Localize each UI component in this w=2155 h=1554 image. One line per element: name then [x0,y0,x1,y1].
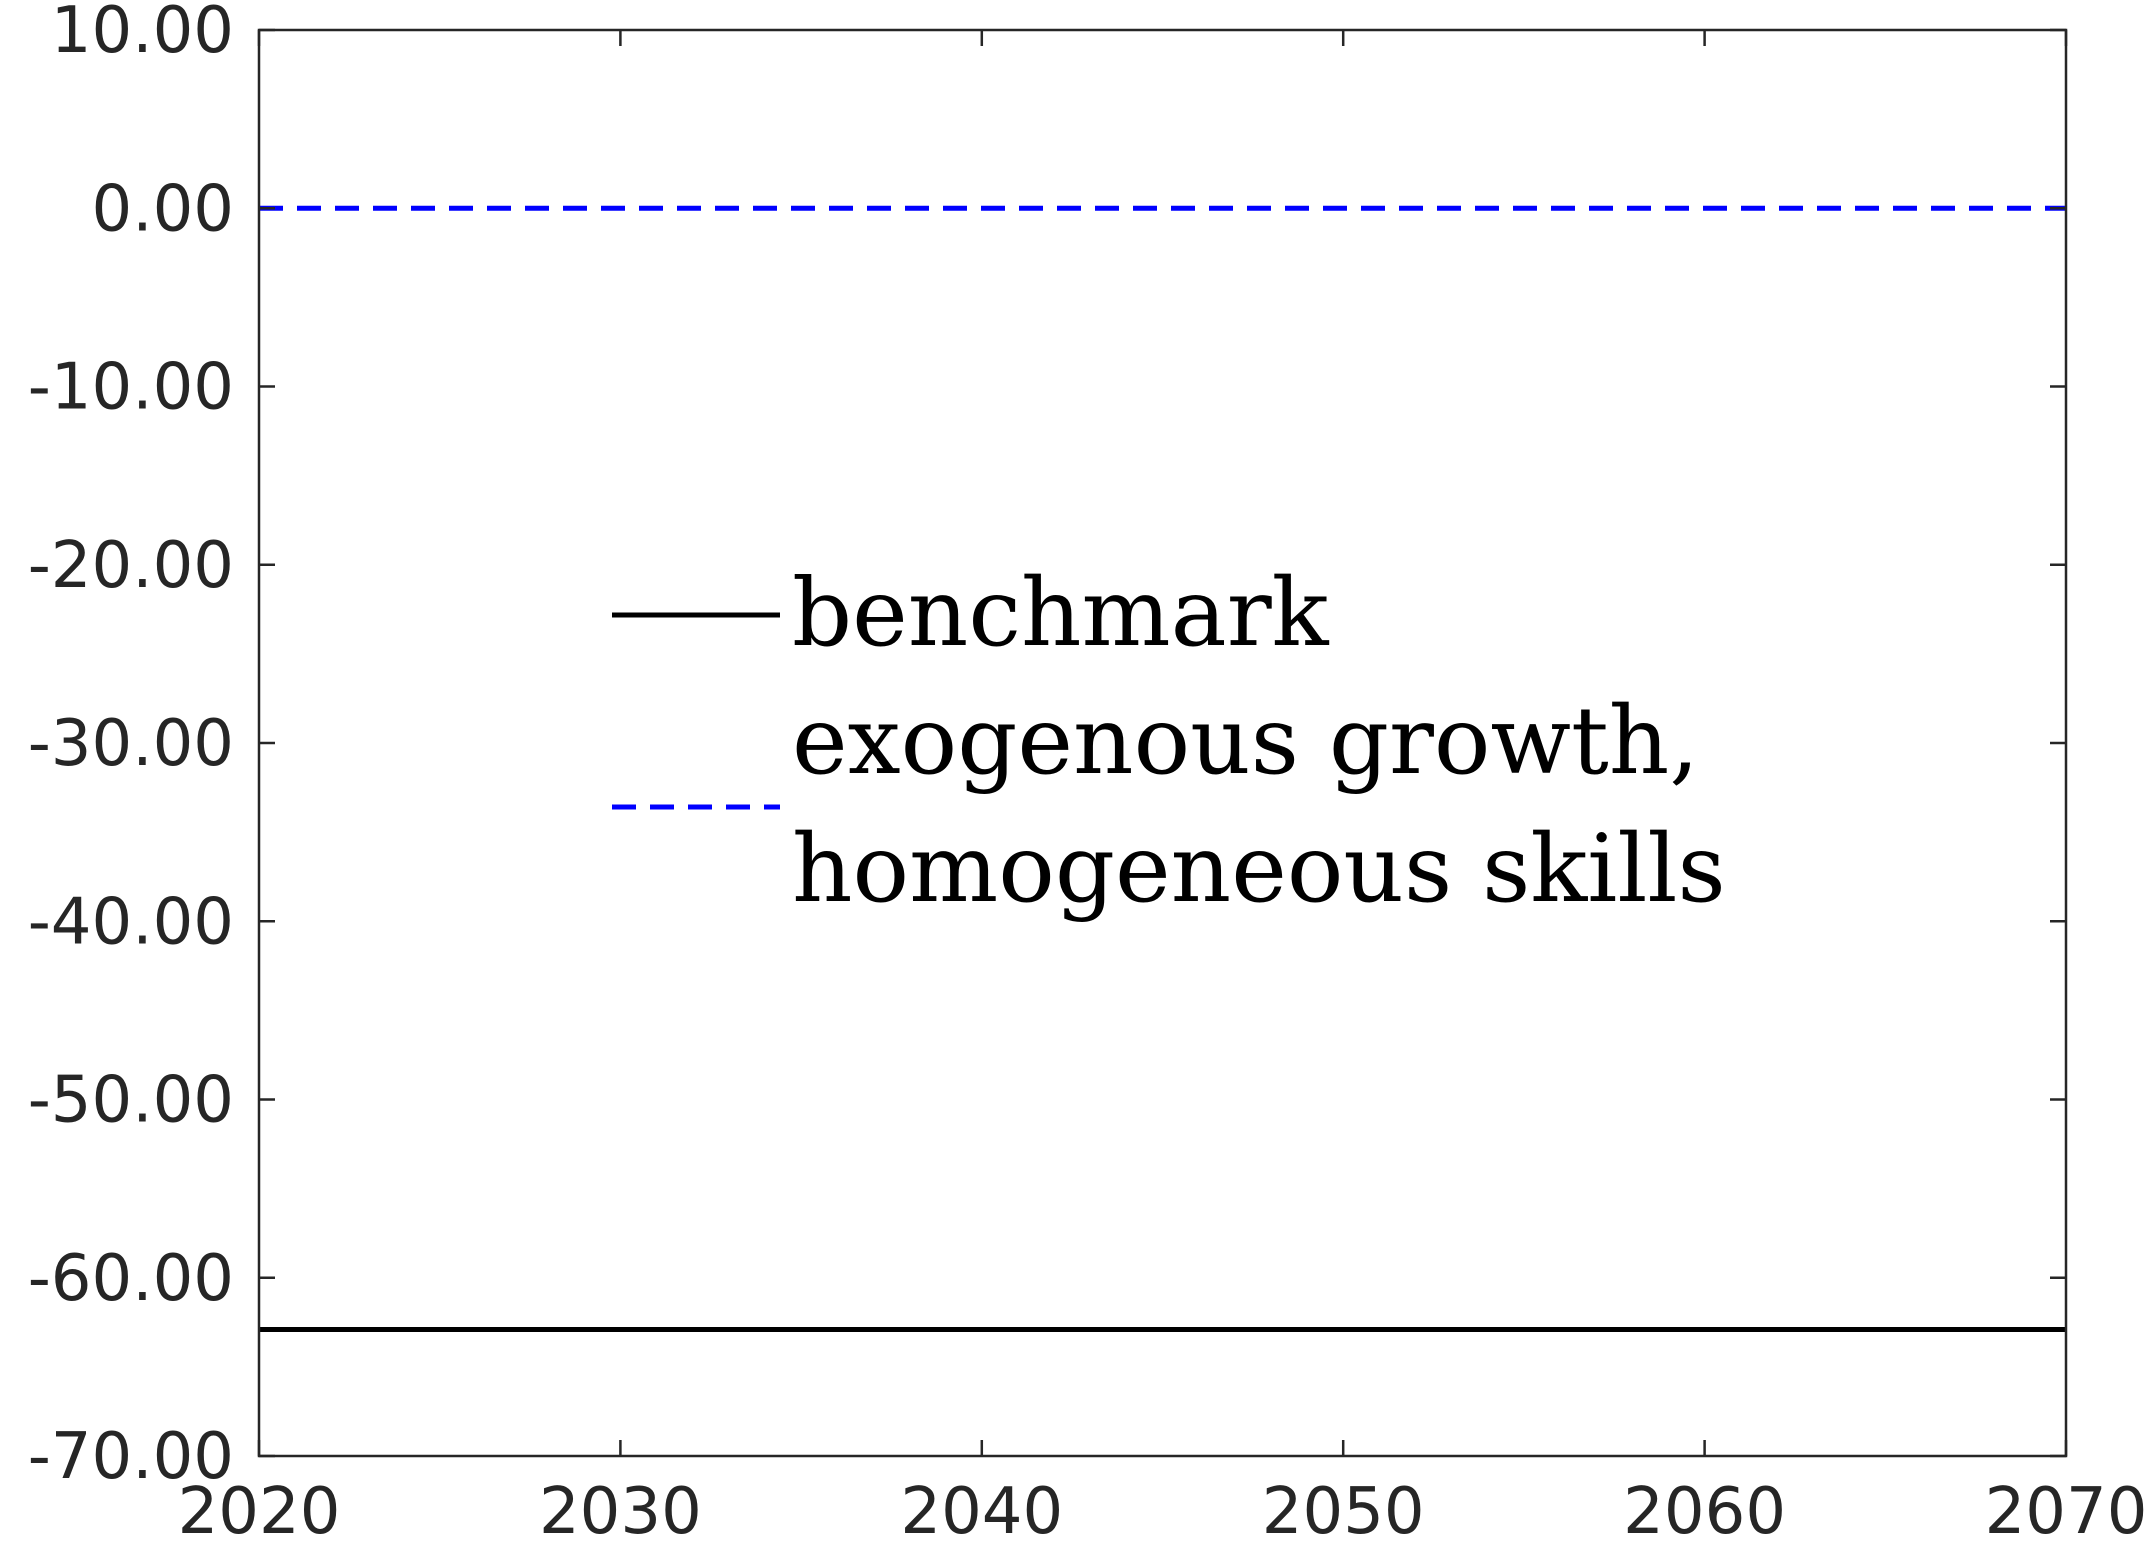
legend: benchmark exogenous growth, homogeneous sk… [612,559,1726,924]
y-tick-label: -20.00 [28,529,234,603]
y-tick-label: 10.00 [51,0,234,68]
legend-label-1: benchmark [792,559,1330,668]
y-tick-label: -40.00 [28,885,234,959]
legend-label-2: exogenous growth, [792,687,1699,796]
x-tick-label: 2020 [178,1475,341,1549]
axis-ticks: 2020 2030 2040 2050 2060 2070 10.00 0.00 -10.00 -… [28,0,2148,1549]
x-tick-label: 2060 [1623,1475,1786,1549]
x-tick-label: 2050 [1262,1475,1425,1549]
x-tick-label: 2040 [900,1475,1063,1549]
y-tick-label: -50.00 [28,1064,234,1138]
x-tick-label: 2030 [539,1475,702,1549]
series-layer [259,205,2066,1332]
y-tick-label: -60.00 [28,1242,234,1316]
y-tick-label: -10.00 [28,351,234,425]
y-tick-label: 0.00 [92,172,235,246]
legend-label-2: homogeneous skills [792,815,1726,924]
y-tick-label: -30.00 [28,707,234,781]
y-tick-label: -70.00 [28,1420,234,1494]
x-tick-label: 2070 [1985,1475,2148,1549]
